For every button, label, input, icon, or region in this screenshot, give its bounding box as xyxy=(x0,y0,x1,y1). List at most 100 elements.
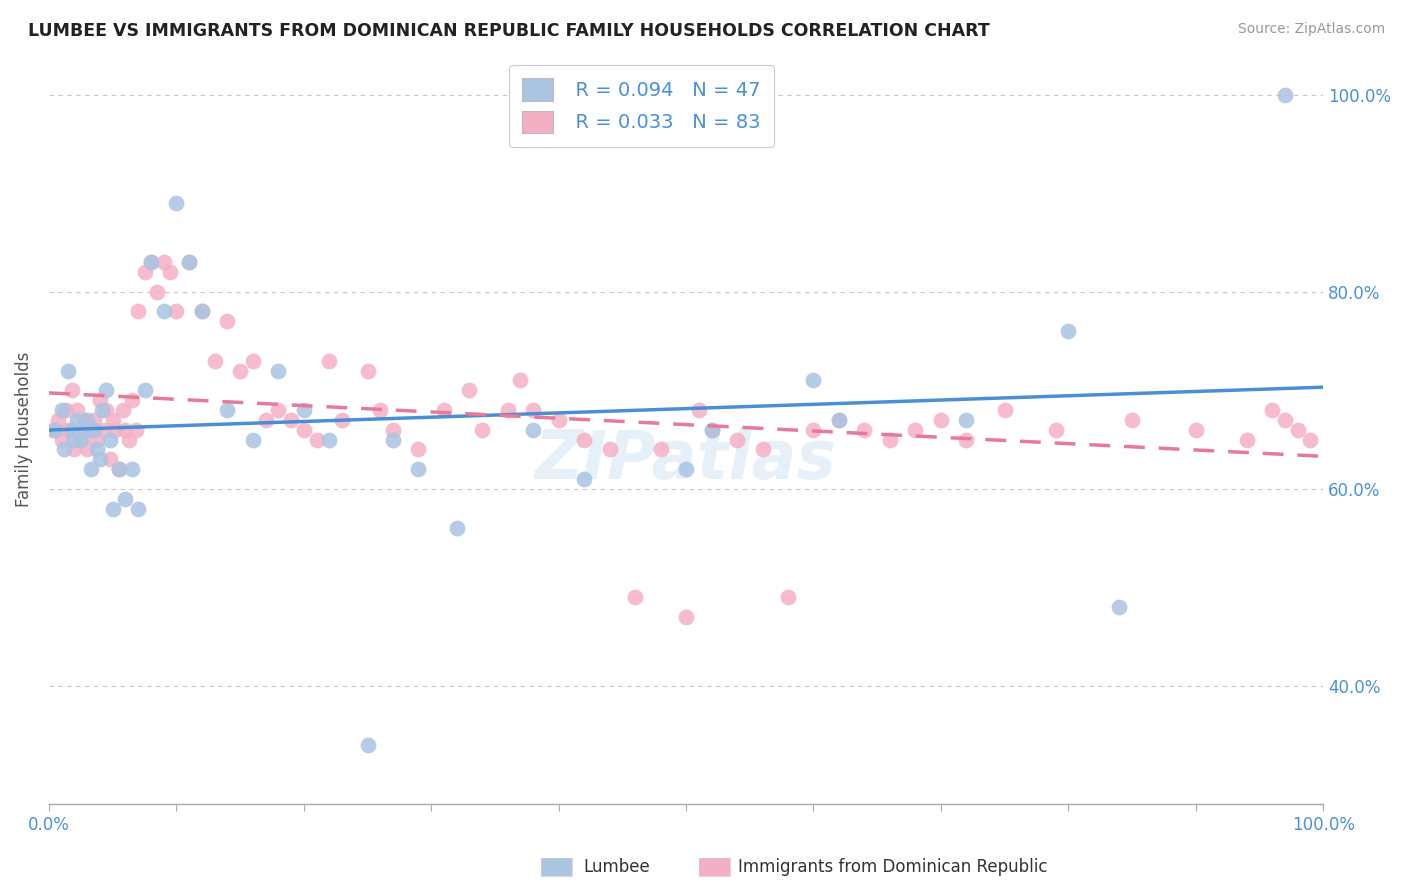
Point xyxy=(1045,423,1067,437)
Point xyxy=(1057,324,1080,338)
Point xyxy=(572,433,595,447)
Point xyxy=(675,462,697,476)
Point xyxy=(51,403,73,417)
Point xyxy=(165,304,187,318)
Point xyxy=(108,462,131,476)
Point xyxy=(955,413,977,427)
Point xyxy=(60,384,83,398)
Point xyxy=(446,521,468,535)
Point xyxy=(700,423,723,437)
Point xyxy=(292,403,315,417)
Point xyxy=(191,304,214,318)
Point xyxy=(101,501,124,516)
Point xyxy=(1286,423,1309,437)
Point xyxy=(86,442,108,457)
Point xyxy=(828,413,851,427)
Point xyxy=(152,255,174,269)
Point xyxy=(305,433,328,447)
Point xyxy=(69,433,91,447)
Point xyxy=(191,304,214,318)
Point xyxy=(267,363,290,377)
Point xyxy=(929,413,952,427)
Point xyxy=(63,433,86,447)
Legend:   R = 0.094   N = 47,   R = 0.033   N = 83: R = 0.094 N = 47, R = 0.033 N = 83 xyxy=(509,65,775,146)
Text: Immigrants from Dominican Republic: Immigrants from Dominican Republic xyxy=(738,858,1047,876)
Point xyxy=(725,433,748,447)
Point xyxy=(179,255,201,269)
Point xyxy=(1274,413,1296,427)
Point xyxy=(73,413,96,427)
Point xyxy=(118,433,141,447)
Point xyxy=(98,452,121,467)
Point xyxy=(51,433,73,447)
Point xyxy=(66,413,89,427)
Point xyxy=(73,423,96,437)
Point xyxy=(111,403,134,417)
Point xyxy=(803,374,825,388)
Point xyxy=(955,433,977,447)
Point xyxy=(114,491,136,506)
Point xyxy=(217,314,239,328)
Point xyxy=(98,433,121,447)
Point xyxy=(509,374,531,388)
Point xyxy=(522,423,544,437)
Point xyxy=(572,472,595,486)
Point xyxy=(127,501,149,516)
Point xyxy=(134,384,156,398)
Point xyxy=(96,403,118,417)
Point xyxy=(159,265,181,279)
Point xyxy=(994,403,1017,417)
Point xyxy=(318,433,340,447)
Point xyxy=(83,423,105,437)
Point xyxy=(1121,413,1143,427)
Point xyxy=(458,384,481,398)
Point xyxy=(254,413,277,427)
Point xyxy=(280,413,302,427)
Point xyxy=(650,442,672,457)
Point xyxy=(139,255,162,269)
Point xyxy=(101,413,124,427)
Point xyxy=(46,413,69,427)
Point xyxy=(382,423,405,437)
Point xyxy=(93,423,115,437)
Point xyxy=(547,413,569,427)
Point xyxy=(91,403,114,417)
Point xyxy=(204,353,226,368)
Point xyxy=(76,413,98,427)
Point xyxy=(121,393,143,408)
Point xyxy=(104,423,127,437)
Point xyxy=(1274,87,1296,102)
Point xyxy=(904,423,927,437)
Point xyxy=(853,423,876,437)
Point xyxy=(66,403,89,417)
Point xyxy=(1236,433,1258,447)
Point xyxy=(624,591,647,605)
Point xyxy=(522,403,544,417)
Point xyxy=(53,442,76,457)
Point xyxy=(80,462,103,476)
Point xyxy=(114,423,136,437)
Point xyxy=(751,442,773,457)
Point xyxy=(63,442,86,457)
Point xyxy=(56,423,79,437)
Point xyxy=(76,442,98,457)
Point xyxy=(330,413,353,427)
Point xyxy=(828,413,851,427)
Point xyxy=(44,423,66,437)
Point xyxy=(1261,403,1284,417)
Point xyxy=(408,442,430,457)
Point xyxy=(60,423,83,437)
Point xyxy=(79,423,101,437)
Point xyxy=(803,423,825,437)
Point xyxy=(879,433,901,447)
Point xyxy=(217,403,239,417)
Point xyxy=(121,462,143,476)
Point xyxy=(42,423,65,437)
Point xyxy=(124,423,146,437)
Y-axis label: Family Households: Family Households xyxy=(15,352,32,508)
Text: LUMBEE VS IMMIGRANTS FROM DOMINICAN REPUBLIC FAMILY HOUSEHOLDS CORRELATION CHART: LUMBEE VS IMMIGRANTS FROM DOMINICAN REPU… xyxy=(28,22,990,40)
Point xyxy=(433,403,456,417)
Point xyxy=(89,452,111,467)
Point xyxy=(688,403,710,417)
Point xyxy=(356,738,378,752)
